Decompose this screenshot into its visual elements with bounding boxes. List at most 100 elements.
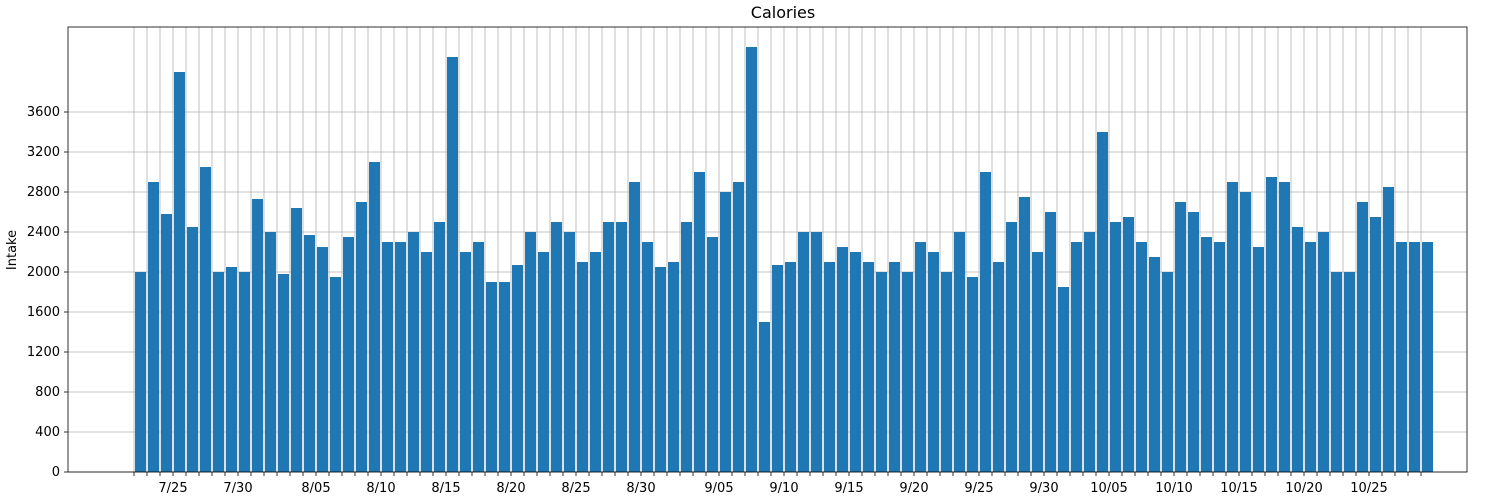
bar [746,47,757,472]
bar [447,57,458,472]
bar [525,232,536,472]
bar [863,262,874,472]
bar [629,182,640,472]
bar [161,214,172,472]
bar [915,242,926,472]
x-tick-label: 7/30 [223,481,252,496]
x-tick-label: 8/25 [561,481,590,496]
bar [681,222,692,472]
bar [564,232,575,472]
x-tick-label: 8/10 [366,481,395,496]
bar [499,282,510,472]
x-tick-label: 9/25 [964,481,993,496]
bar [603,222,614,472]
bar [265,232,276,472]
bar [1409,242,1420,472]
chart-title: Calories [751,3,815,22]
bar [434,222,445,472]
bar [174,72,185,472]
bar [577,262,588,472]
x-tick-label: 9/10 [769,481,798,496]
y-tick-label: 400 [35,425,60,440]
bar [850,252,861,472]
bar [720,192,731,472]
y-tick-label: 2800 [27,185,60,200]
bar [1396,242,1407,472]
bar [148,182,159,472]
bar [1175,202,1186,472]
bar [1266,177,1277,472]
bar [1162,272,1173,472]
x-tick-label: 10/05 [1090,481,1127,496]
bar [1149,257,1160,472]
bar [213,272,224,472]
x-tick-label: 8/15 [431,481,460,496]
bar [369,162,380,472]
bar [1136,242,1147,472]
bar [993,262,1004,472]
bar [1383,187,1394,472]
bar [967,277,978,472]
bar [1253,247,1264,472]
x-tick-label: 9/15 [834,481,863,496]
x-tick-label: 8/30 [626,481,655,496]
plot-frame [67,26,1468,473]
bar [551,222,562,472]
bar [642,242,653,472]
bar [408,232,419,472]
bar [187,227,198,472]
bar [226,267,237,472]
bar [1292,227,1303,472]
bar [278,274,289,472]
x-tick-label: 10/15 [1220,481,1257,496]
bar [1331,272,1342,472]
bar [460,252,471,472]
bar [876,272,887,472]
bar [785,262,796,472]
bar [304,235,315,472]
bar [395,242,406,472]
bar [1370,217,1381,472]
y-tick-label: 0 [52,465,60,480]
bar [1123,217,1134,472]
x-tick-label: 9/05 [704,481,733,496]
x-tick-label: 8/20 [496,481,525,496]
bar [538,252,549,472]
bar [1240,192,1251,472]
bar [291,208,302,472]
bar [343,237,354,472]
y-axis-label: Intake [5,230,20,270]
bar [1084,232,1095,472]
bar [1019,197,1030,472]
bar [759,322,770,472]
bar [1227,182,1238,472]
bar [824,262,835,472]
bar [902,272,913,472]
bar [473,242,484,472]
bar [200,167,211,472]
bar [668,262,679,472]
y-tick-label: 2000 [27,265,60,280]
bar [486,282,497,472]
bar [1006,222,1017,472]
y-tick-label: 3600 [27,105,60,120]
y-tick-label: 2400 [27,225,60,240]
bar [1318,232,1329,472]
bar [382,242,393,472]
x-tick-label: 10/20 [1285,481,1322,496]
y-tick-label: 1200 [27,345,60,360]
bar [1110,222,1121,472]
bar [317,247,328,472]
bar [1344,272,1355,472]
x-tick-label: 8/05 [301,481,330,496]
bar [252,199,263,472]
bar [1305,242,1316,472]
bar [928,252,939,472]
bar [1097,132,1108,472]
bar [590,252,601,472]
bar [330,277,341,472]
bar [1357,202,1368,472]
x-tick-label: 10/25 [1350,481,1387,496]
bar [1201,237,1212,472]
